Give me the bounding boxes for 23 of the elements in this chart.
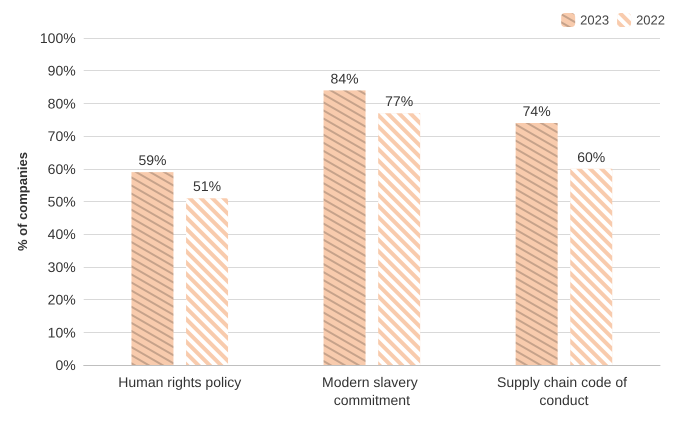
y-tick-label: 90% (48, 62, 76, 79)
data-label: 84% (330, 70, 359, 86)
legend-label: 2023 (580, 12, 610, 28)
data-label: 77% (385, 93, 414, 110)
data-label: 59% (138, 152, 166, 168)
data-label: 74% (522, 103, 551, 120)
y-tick-label: 70% (48, 128, 76, 144)
data-label: 60% (577, 148, 606, 165)
legend-label: 2022 (636, 12, 665, 28)
y-tick-label: 40% (48, 226, 76, 242)
x-tick-label: Modern slavery commitment (322, 374, 422, 408)
x-tick-label: Human rights policy (118, 374, 242, 390)
y-tick-label: 20% (48, 292, 76, 308)
y-tick-label: 60% (48, 160, 76, 177)
y-tick-label: 50% (48, 194, 76, 210)
y-tick-label: 30% (48, 258, 76, 275)
y-tick-label: 80% (48, 95, 76, 112)
y-tick-label: 10% (48, 324, 76, 340)
data-label: 51% (193, 178, 222, 194)
y-tick-label: 100% (40, 30, 76, 46)
y-tick-label: 0% (55, 357, 76, 373)
y-axis-title: % of companies (15, 152, 30, 251)
x-tick-label: Supply chain code of conduct (497, 374, 631, 408)
